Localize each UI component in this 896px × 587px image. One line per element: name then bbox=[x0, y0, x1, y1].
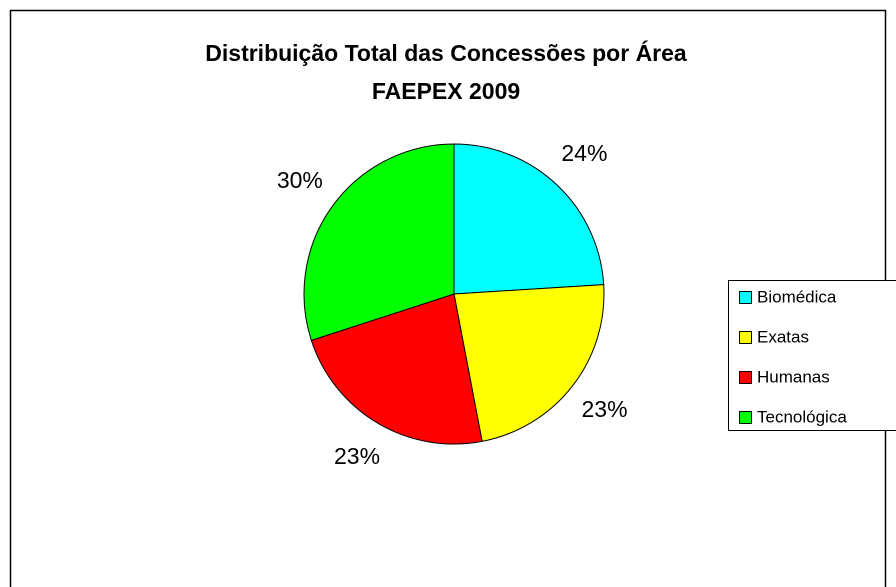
legend-label: Humanas bbox=[757, 367, 830, 386]
pie-slice bbox=[453, 284, 605, 442]
chart-subtitle: FAEPEX 2009 bbox=[372, 78, 520, 104]
legend-swatch bbox=[739, 371, 752, 384]
legend-swatch bbox=[739, 291, 752, 304]
data-label: 23% bbox=[334, 443, 380, 469]
pie-slice bbox=[453, 143, 605, 295]
legend-swatch bbox=[739, 331, 752, 344]
data-label: 24% bbox=[561, 140, 607, 166]
data-label: 23% bbox=[582, 396, 628, 422]
pie-slice bbox=[310, 293, 483, 445]
chart-title: Distribuição Total das Concessões por Ár… bbox=[205, 39, 687, 66]
pie-slice bbox=[303, 143, 455, 341]
legend-box bbox=[728, 280, 896, 431]
legend-label: Exatas bbox=[757, 327, 809, 346]
data-label: 30% bbox=[277, 167, 323, 193]
legend-swatch bbox=[739, 411, 752, 424]
legend-label: Biomédica bbox=[757, 287, 837, 306]
legend-label: Tecnológica bbox=[757, 407, 847, 426]
